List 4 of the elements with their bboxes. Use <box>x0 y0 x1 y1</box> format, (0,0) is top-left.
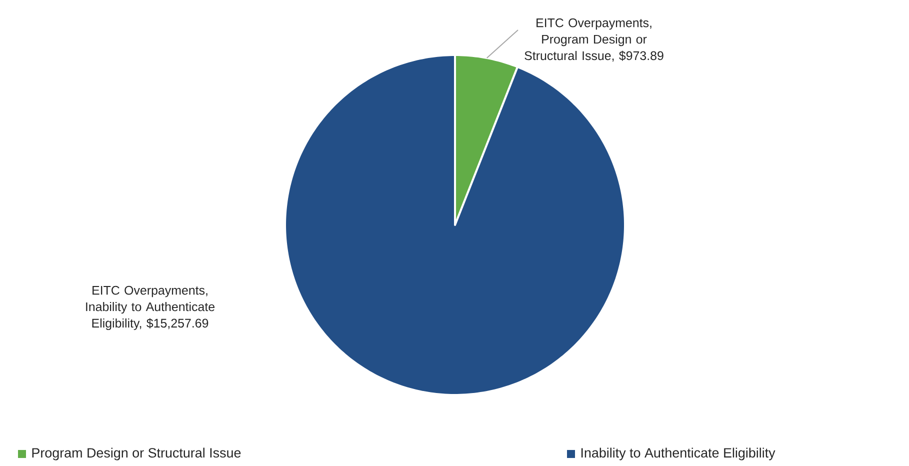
data-label: EITC Overpayments, Inability to Authenticate Eligibility, $15,257.69 <box>86 286 215 330</box>
data-label: EITC Overpayments, Program Design or Structural Issue, $973.89 <box>524 18 664 62</box>
legend-label: Inability to Authenticate Eligibility <box>581 448 776 460</box>
legend-label: Program Design or Structural Issue <box>32 448 241 460</box>
